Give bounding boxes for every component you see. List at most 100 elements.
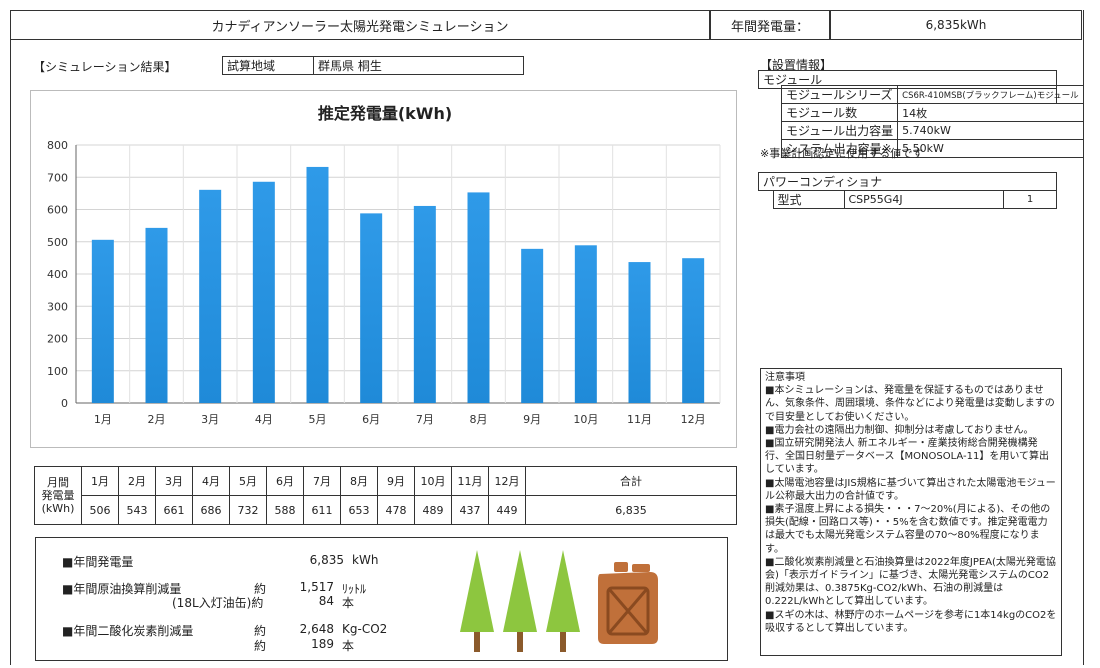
month-value: 611	[303, 495, 341, 525]
simulation-result-label: 【シミュレーション結果】	[33, 60, 177, 74]
bar-12月	[682, 258, 705, 403]
bar-11月	[628, 262, 651, 403]
bar-3月	[199, 189, 222, 403]
pcs-title: パワーコンディショナ	[758, 172, 1057, 191]
x-tick-label: 2月	[148, 413, 166, 426]
oil-reduction-label: ■年間原油換算削減量	[62, 582, 182, 596]
cedar-unit: 本	[342, 639, 355, 653]
pcs-count: 1	[1003, 190, 1057, 209]
system-output-label: システム出力容量※	[780, 139, 899, 158]
month-header: 8月	[340, 466, 378, 496]
month-header: 10月	[414, 466, 452, 496]
page-title: カナディアンソーラー太陽光発電シミュレーション	[10, 10, 710, 40]
annual-generation-summary-label: ■年間発電量	[62, 555, 134, 569]
setup-info-label: 【設置情報】	[760, 58, 833, 72]
bar-10月	[574, 245, 597, 403]
month-header: 1月	[81, 466, 119, 496]
area-table: 試算地域 群馬県 桐生	[222, 56, 524, 75]
month-value: 543	[118, 495, 156, 525]
bar-6月	[360, 213, 383, 403]
month-value: 506	[81, 495, 119, 525]
module-spec-table: モジュールシリーズ CS6R-410MSB(ブラックフレーム)モジュール モジュ…	[780, 85, 1084, 158]
month-header: 7月	[303, 466, 341, 496]
cedar-tree-icon	[503, 550, 537, 652]
x-tick-label: 6月	[362, 413, 380, 426]
y-tick-label: 300	[47, 300, 68, 313]
co2-reduction-label: ■年間二酸化炭素削減量	[62, 624, 194, 638]
x-tick-label: 1月	[94, 413, 112, 426]
summary-box	[35, 537, 728, 661]
month-value: 653	[340, 495, 378, 525]
module-count-label: モジュール数	[780, 103, 899, 122]
cedar-tree-icon	[546, 550, 580, 652]
oil-reduction-approx: 約	[254, 582, 267, 596]
month-value: 686	[192, 495, 230, 525]
month-header: 12月	[488, 466, 526, 496]
y-tick-label: 800	[47, 139, 68, 152]
bar-8月	[467, 192, 490, 403]
note-item: ■国立研究開発法人 新エネルギー・産業技術総合開発機構発行、全国日射量データベー…	[765, 438, 1050, 476]
cedar-tree-icon	[460, 550, 494, 652]
module-count-value: 14枚	[897, 103, 1084, 122]
month-header: 4月	[192, 466, 230, 496]
y-tick-label: 500	[47, 236, 68, 249]
y-tick-label: 400	[47, 268, 68, 281]
monthly-header-cell: 月間 発電量 (kWh)	[34, 466, 82, 525]
notes-title: 注意事項	[765, 372, 805, 383]
bar-2月	[145, 227, 168, 403]
month-header: 3月	[155, 466, 193, 496]
kerosene-can-unit: 本	[342, 596, 355, 610]
month-value: 449	[488, 495, 526, 525]
total-header: 合計	[525, 466, 737, 496]
note-item: ■本シミュレーションは、発電量を保証するものではありません、気象条件、周囲環境、…	[765, 385, 1055, 423]
module-output-value: 5.740kW	[897, 121, 1084, 140]
x-tick-label: 4月	[255, 413, 273, 426]
kerosene-can-icon	[598, 562, 658, 644]
bar-5月	[306, 166, 329, 403]
x-tick-label: 5月	[309, 413, 327, 426]
month-header: 11月	[451, 466, 489, 496]
x-tick-label: 3月	[201, 413, 219, 426]
y-tick-label: 100	[47, 365, 68, 378]
bar-chart: 0 100 200 300 400 500 600 700 800 1月 2月 3月 4月 5月 6月 7月 8…	[47, 139, 721, 426]
module-output-label: モジュール出力容量	[780, 121, 899, 140]
cedar-value: 189	[311, 637, 334, 651]
monthly-table: 月間 発電量 (kWh) 1月 2月 3月 4月 5月 6月 7月 8月 9月 …	[34, 466, 737, 525]
bar-9月	[521, 248, 544, 403]
month-header: 2月	[118, 466, 156, 496]
y-tick-label: 200	[47, 333, 68, 346]
annual-generation-summary-value: 6,835	[309, 553, 344, 567]
note-item: ■二酸化炭素削減量と石油換算量は2022年度JPEA(太陽光発電協会)「表示ガイ…	[765, 556, 1056, 608]
area-label: 試算地域	[222, 56, 314, 75]
oil-reduction-value: 1,517	[299, 580, 334, 594]
annual-generation-label: 年間発電量：	[710, 10, 830, 40]
month-header: 6月	[266, 466, 304, 496]
bar-4月	[252, 181, 275, 403]
month-value: 588	[266, 495, 304, 525]
month-value: 489	[414, 495, 452, 525]
bar-7月	[413, 205, 436, 403]
module-series-label: モジュールシリーズ	[780, 85, 899, 104]
co2-reduction-unit: Kg-CO2	[342, 622, 388, 636]
y-tick-label: 700	[47, 171, 68, 184]
chart-title: 推定発電量(kWh)	[317, 104, 453, 123]
month-header: 5月	[229, 466, 267, 496]
cedar-approx: 約	[254, 639, 267, 653]
module-series-value: CS6R-410MSB(ブラックフレーム)モジュール	[897, 85, 1084, 104]
x-tick-label: 10月	[573, 413, 598, 426]
monthly-header-line3: (kWh)	[41, 502, 75, 515]
x-tick-label: 8月	[470, 413, 488, 426]
oil-reduction-unit: ﾘｯﾄﾙ	[342, 582, 367, 596]
month-value: 437	[451, 495, 489, 525]
month-header: 9月	[377, 466, 415, 496]
note-item: ■スギの木は、林野庁のホームページを参考に1本14kgのCO2を吸収するとして算…	[765, 609, 1057, 634]
system-output-value: 5.50kW	[897, 139, 1084, 158]
kerosene-can-label: (18L入灯油缶)約	[172, 596, 264, 610]
note-item: ■電力会社の遠隔出力制御、抑制分は考慮しておりません。	[765, 424, 1034, 436]
notes-box: 注意事項 ■本シミュレーションは、発電量を保証するものではありません、気象条件、…	[760, 368, 1062, 656]
pcs-model-value: CSP55G4J	[843, 190, 1004, 209]
month-value: 661	[155, 495, 193, 525]
co2-reduction-value: 2,648	[299, 622, 334, 636]
x-tick-label: 7月	[416, 413, 434, 426]
area-value: 群馬県 桐生	[313, 56, 524, 75]
